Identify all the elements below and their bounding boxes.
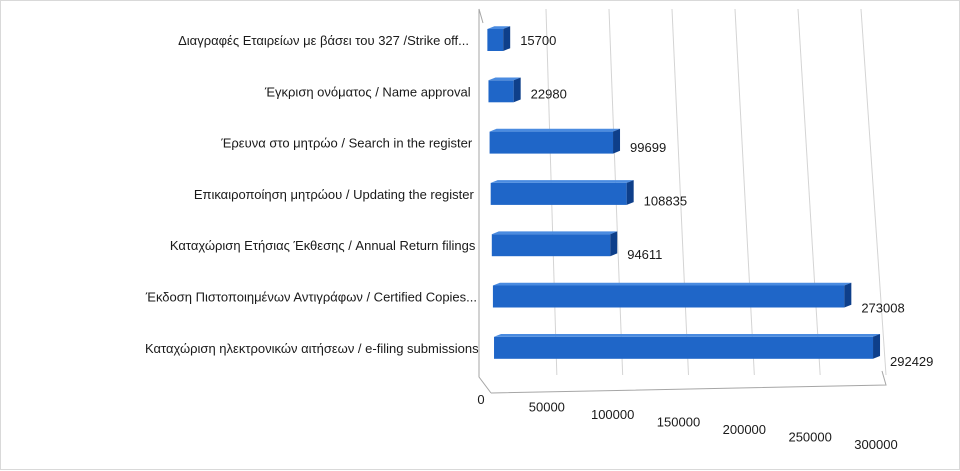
- axis-wall: [478, 8, 492, 394]
- x-tick-label: 0: [477, 392, 484, 407]
- bar-top: [491, 231, 618, 235]
- x-tick-label: 250000: [788, 430, 831, 445]
- bar-side: [873, 334, 881, 359]
- data-label: 94611: [627, 247, 662, 262]
- gridline: [734, 8, 755, 376]
- bar-side: [613, 128, 621, 154]
- x-tick-label: 100000: [591, 407, 634, 422]
- data-label: 99699: [630, 140, 666, 155]
- axis-floor: [490, 370, 887, 394]
- category-label: Επικαιροποίηση μητρώου / Updating the re…: [194, 187, 475, 202]
- data-label: 22980: [531, 87, 567, 102]
- bar: [490, 182, 627, 205]
- bar: [489, 131, 614, 154]
- bar-top: [494, 334, 881, 337]
- x-tick-label: 200000: [723, 422, 766, 437]
- category-label: Διαγραφές Εταιρείων με βάσει του 327 /St…: [178, 33, 469, 48]
- bar-side: [503, 26, 511, 51]
- data-label: 108835: [644, 194, 687, 209]
- bar: [494, 336, 874, 359]
- data-label: 292429: [890, 354, 933, 369]
- category-label: Έρευνα στο μητρώο / Search in the regist…: [220, 136, 473, 151]
- bar: [492, 285, 845, 308]
- x-tick-label: 50000: [529, 400, 565, 415]
- bar: [487, 29, 504, 51]
- bar-top: [490, 180, 634, 183]
- gridline: [797, 8, 821, 376]
- bar-side: [844, 282, 852, 308]
- data-label: 15700: [520, 33, 556, 48]
- bar-side: [610, 231, 618, 257]
- bar-top: [487, 26, 511, 29]
- category-label: Έγκριση ονόματος / Name approval: [264, 84, 471, 99]
- gridline: [671, 8, 689, 376]
- bar-top: [492, 282, 852, 286]
- x-tick-label: 300000: [854, 437, 897, 452]
- x-tick-label: 150000: [657, 415, 700, 430]
- data-label: 273008: [861, 301, 904, 316]
- bar-top: [488, 77, 521, 81]
- category-label: Καταχώριση ηλεκτρονικών αιτήσεων / e-fil…: [145, 341, 479, 356]
- bar: [491, 234, 611, 257]
- category-label: Καταχώριση Ετήσιας Έκθεσης / Annual Retu…: [170, 238, 476, 253]
- bar-side: [513, 77, 521, 103]
- bar-top: [489, 128, 621, 132]
- gridline: [860, 8, 887, 376]
- bar-side: [626, 180, 634, 205]
- bar: [488, 80, 514, 103]
- category-label: Έκδοση Πιστοποιημένων Αντιγράφων / Certi…: [145, 290, 477, 305]
